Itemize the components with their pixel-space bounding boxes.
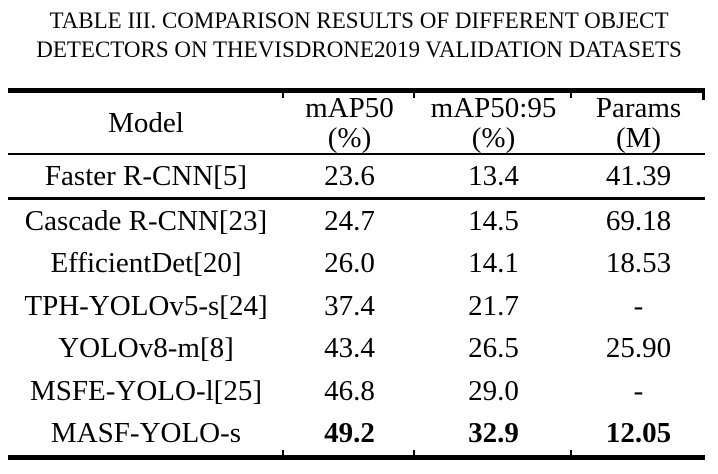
map50-95-cell: 29.0 — [468, 374, 519, 407]
table-caption: TABLE III. COMPARISON RESULTS OF DIFFERE… — [0, 6, 718, 64]
header-params: Params (M) — [572, 93, 705, 153]
model-cell: MSFE-YOLO-l[25] — [30, 374, 262, 407]
params-cell: - — [633, 289, 644, 322]
header-map50: mAP50 (%) — [284, 93, 415, 153]
column-tick — [570, 93, 572, 98]
map50-95-cell: 32.9 — [468, 417, 519, 450]
map50-95-cell: 13.4 — [468, 159, 519, 192]
params-cell: 41.39 — [605, 159, 672, 192]
map50-cell: 43.4 — [324, 332, 375, 365]
table-row: Faster R-CNN[5] 23.6 13.4 41.39 — [8, 155, 705, 200]
header-params-unit: (M) — [615, 122, 662, 154]
params-cell: 12.05 — [605, 417, 672, 450]
column-tick — [413, 450, 415, 455]
model-cell: YOLOv8-m[8] — [58, 332, 234, 365]
column-tick — [413, 93, 415, 98]
column-tick — [570, 450, 572, 455]
map50-cell: 46.8 — [324, 374, 375, 407]
map50-cell: 24.7 — [324, 204, 375, 237]
header-map50-95: mAP50:95 (%) — [415, 93, 572, 153]
header-map50-95-label: mAP50:95 — [430, 92, 557, 124]
header-map50-95-unit: (%) — [471, 122, 516, 154]
params-cell: 25.90 — [605, 332, 672, 365]
map50-cell: 37.4 — [324, 289, 375, 322]
map50-cell: 23.6 — [324, 159, 375, 192]
model-cell: MASF-YOLO-s — [50, 417, 242, 450]
model-cell: EfficientDet[20] — [50, 247, 242, 280]
column-tick — [282, 450, 284, 455]
table-row: YOLOv8-m[8] 43.4 26.5 25.90 — [8, 328, 705, 371]
column-tick — [702, 93, 705, 100]
table-header-row: Model mAP50 (%) mAP50:95 (%) Params (M) — [8, 93, 705, 155]
table-row: TPH-YOLOv5-s[24] 37.4 21.7 - — [8, 285, 705, 328]
params-cell: 69.18 — [605, 204, 672, 237]
params-cell: - — [633, 374, 644, 407]
map50-95-cell: 21.7 — [468, 289, 519, 322]
header-map50-label: mAP50 — [305, 92, 394, 124]
model-cell: TPH-YOLOv5-s[24] — [24, 289, 268, 322]
map50-cell: 49.2 — [324, 417, 375, 450]
model-cell: Faster R-CNN[5] — [44, 159, 248, 192]
map50-95-cell: 14.1 — [468, 247, 519, 280]
comparison-table: Model mAP50 (%) mAP50:95 (%) Params (M) … — [8, 88, 705, 460]
column-tick — [282, 93, 284, 98]
caption-line-2: DETECTORS ON THEVISDRONE2019 VALIDATION … — [36, 37, 682, 62]
table-row-proposed-method: MASF-YOLO-s 49.2 32.9 12.05 — [8, 413, 705, 456]
table-row: MSFE-YOLO-l[25] 46.8 29.0 - — [8, 370, 705, 413]
map50-95-cell: 26.5 — [468, 332, 519, 365]
table-row: EfficientDet[20] 26.0 14.1 18.53 — [8, 243, 705, 286]
params-cell: 18.53 — [605, 247, 672, 280]
header-map50-unit: (%) — [327, 122, 372, 154]
map50-95-cell: 14.5 — [468, 204, 519, 237]
model-cell: Cascade R-CNN[23] — [24, 204, 268, 237]
header-params-label: Params — [595, 92, 682, 124]
table-row: Cascade R-CNN[23] 24.7 14.5 69.18 — [8, 200, 705, 243]
map50-cell: 26.0 — [324, 247, 375, 280]
header-model: Model — [108, 107, 184, 139]
caption-line-1: TABLE III. COMPARISON RESULTS OF DIFFERE… — [49, 8, 669, 33]
